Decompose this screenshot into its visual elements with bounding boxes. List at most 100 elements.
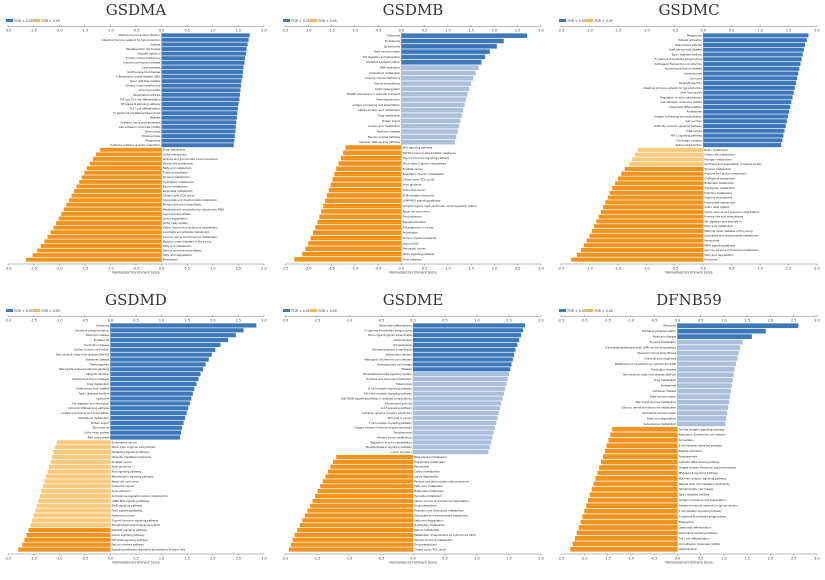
bar-label: Intestinal immune network for IgA produc… (101, 38, 160, 42)
bar-propanoate-metabolism (605, 200, 704, 205)
bar-label: Tyrosine metabolism (649, 340, 676, 344)
bars: Staphylococcus aureus infectionIntestina… (25, 33, 250, 262)
bar-glyoxylate-and-dicarboxylate-metabolism (304, 513, 413, 518)
bar-metabolism-of-xenobiotics-by-cytochrome-p450 (63, 207, 162, 212)
bar-label: Glycine, serine and threonine metabolism (622, 405, 677, 409)
axes: -2.5 -2.0 -1.5 -1.0 -0.5 0.0 0.5 1.0 1.5 2.0 -2.5 -… (558, 24, 820, 270)
bar-insulin-signaling-pathway (26, 532, 111, 538)
bar-label: Antigen processing and presentation (679, 498, 727, 502)
bar-fructose-and-mannose-metabolism (413, 376, 508, 382)
bar-label: Autoimmune thyroid disease (665, 67, 703, 71)
bar-label: Glycine, serine and threonine metabolism (163, 235, 218, 239)
bar-toxoplasmosis (161, 134, 235, 139)
bar-label: Drug metabolism (414, 543, 437, 547)
bar-label: Oxidative phosphorylation (642, 329, 677, 333)
bar-metabolism-of-xenobiotics-by-cytochrome-p450 (294, 532, 413, 538)
bar-label: Valine, leucine and isoleucine degradati… (704, 210, 759, 214)
bar-tyrosine-metabolism (624, 166, 704, 172)
bar-age-rage-signaling-pathway-in-diabetic-complications (413, 396, 503, 401)
tick-label: 3.0 (814, 556, 819, 560)
bar-label: Cytokine-cytokine receptor interaction (110, 143, 160, 147)
tick-label: -0.5 (378, 319, 385, 323)
bar-label: Endometrial cancer (112, 440, 138, 444)
bar-label: Insulin secretion (391, 450, 413, 454)
bar-label: Retinol metabolism (414, 528, 440, 532)
bar-label: Drug metabolism (414, 504, 437, 508)
bar-label: Th17 cell differentiation (129, 107, 160, 111)
bar-measles (161, 115, 237, 120)
bar-linoleic-acid-metabolism (401, 123, 460, 129)
bar-arginine-biosynthesis (61, 211, 162, 216)
bar-label: Osteoclast differentiation (379, 323, 412, 327)
tick-label: 0.0 (675, 556, 680, 560)
bar-biotin-metabolism (637, 147, 704, 152)
bar-autoimmune-thyroid-disease (161, 60, 245, 65)
bar-label: Antigen processing and presentation (61, 411, 109, 415)
bar-label: Platelet activation (679, 38, 703, 42)
bar-label: Parkinson disease (86, 333, 110, 337)
bar-label: Proteasome (687, 110, 703, 114)
tick-label: 1.0 (445, 29, 450, 33)
bar-synthesis-and-degradation-of-ketone-bodies (629, 162, 704, 167)
bar-label: Type I diabetes mellitus (679, 493, 710, 497)
tick-label: 2.0 (768, 319, 773, 323)
bar-type-i-diabetes-mellitus (703, 52, 803, 57)
bar-label: Neurotrophin signaling pathway (112, 474, 154, 478)
bar-label: alpha-Linolenic acid metabolism (358, 108, 400, 112)
bar-tryptophan-metabolism (612, 186, 704, 191)
bar-systemic-lupus-erythematosus (161, 120, 237, 125)
bar-fc-gamma-r-mediated-phagocytosis (582, 514, 678, 519)
bar-regulation-of-actin-cytoskeleton (703, 95, 793, 100)
bar-label: ErbB signaling pathway (112, 504, 143, 508)
bar-adherens-junction (33, 513, 111, 518)
bar-hedgehog-signaling-pathway (53, 450, 111, 455)
bar-phagosome (161, 138, 235, 143)
legend: FDR < 0.05 FDR > 0.05 (6, 309, 60, 313)
tick-label: 1.0 (474, 556, 479, 560)
bar-label: Ascorbate and aldarate metabolism (163, 230, 210, 234)
tick-label: 1.5 (236, 29, 241, 33)
bar-label: Regulation of actin cytoskeleton (403, 172, 445, 176)
tick-label: 0.5 (184, 266, 189, 270)
bar-label: PPAR signaling pathway (704, 243, 735, 247)
bar-label: Mucin type O-glycan biosynthesis (403, 161, 447, 165)
bar-non-alcoholic-fatty-liver-disease-nafld (110, 352, 212, 357)
bar-insulin-secretion (413, 450, 489, 455)
tick-label: -0.5 (81, 556, 88, 560)
tick-label: -2.0 (305, 29, 312, 33)
tick-label: 2.5 (236, 556, 241, 560)
bar-label: Fc gamma R-mediated phagocytosis (679, 515, 727, 519)
bar-label: Proteoglycans in cancer (403, 225, 435, 229)
tick-label: -1.0 (346, 319, 353, 323)
bar-cardiac-muscle-contraction (110, 347, 216, 352)
bar-chemical-carcinogenesis (677, 356, 738, 361)
bar-allograft-rejection (161, 51, 247, 56)
bar-label: Axon guidance (112, 465, 132, 469)
bar-parkinson-disease (110, 333, 236, 338)
bar-label: Drug metabolism (87, 382, 110, 386)
bar-cell-adhesion-molecules-cams (161, 124, 236, 129)
bar-fatty-acid-degradation (677, 416, 727, 421)
tick-label: 3.0 (814, 319, 819, 323)
legend-swatch-nonsig (33, 19, 40, 22)
chart-title: GSDMA (106, 1, 167, 19)
bar-label: TGF-beta signaling pathway (112, 538, 149, 542)
bar-label: Measles (401, 367, 412, 371)
bar-ecm-receptor-interaction (326, 193, 402, 198)
legend-swatch-sig (559, 19, 566, 22)
tick-label: -2.0 (5, 319, 12, 323)
bar-fat-digestion-and-absorption (596, 219, 704, 224)
legend-label-sig: FDR < 0.05 (15, 19, 33, 23)
bar-sulfur-metabolism (96, 152, 162, 157)
bar-focal-adhesion (41, 489, 111, 494)
bar-cell-adhesion-molecules-cams (703, 100, 792, 105)
bar-chronic-myeloid-leukemia (310, 235, 402, 241)
bar-label: NOD-like receptor signaling pathway (679, 476, 727, 480)
bar-label: Arginine biosynthesis (704, 196, 732, 200)
bar-rheumatoid-arthritis (703, 42, 806, 47)
bar-colorectal-cancer (328, 187, 402, 193)
bar-label: Folate biosynthesis (163, 171, 189, 175)
bar-steroid-biosynthesis (401, 81, 472, 86)
legend-label-nonsig: FDR > 0.05 (42, 19, 60, 23)
